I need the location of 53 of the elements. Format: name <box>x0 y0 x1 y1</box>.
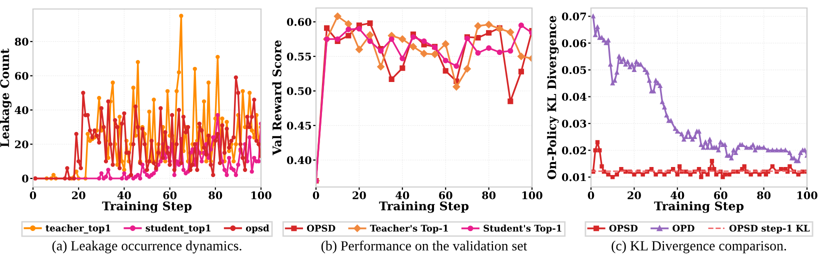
x-tick-label: 100 <box>522 191 542 200</box>
text: (c) KL Divergence comparison. <box>612 240 786 254</box>
y-tick-label: 0.07 <box>562 12 586 20</box>
y-tick-label: 40 <box>14 106 28 114</box>
legend-label: OPD <box>672 224 694 232</box>
x-tick-label: 80 <box>757 191 771 200</box>
x-tick-label: 0 <box>30 191 36 200</box>
y-tick-label: 0.45 <box>286 122 312 130</box>
legend-label: student_top1 <box>146 224 210 234</box>
x-tick-label: 80 <box>208 191 222 200</box>
y-axis-title: Leakage Count <box>0 48 12 147</box>
y-tick-label: 0.55 <box>286 52 312 60</box>
text: (a) Leakage occurrence dynamics. <box>52 240 242 254</box>
y-tick-label: 60 <box>14 72 28 80</box>
y-tick-label: 20 <box>15 140 28 148</box>
x-axis-title: Training Step <box>102 201 192 213</box>
x-tick-label: 0 <box>312 191 320 200</box>
y-tick-label: 0.40 <box>286 156 312 164</box>
x-tick-label: 20 <box>628 191 641 200</box>
y-tick-label: 0.60 <box>286 18 312 26</box>
x-tick-label: 80 <box>482 191 496 200</box>
legend-label: Teacher's Top-1 <box>370 224 448 234</box>
legend-label: opsd <box>246 224 270 234</box>
y-tick-label: 0 <box>22 174 28 183</box>
legend-label: OPSD <box>609 224 638 232</box>
y-tick-label: 0.04 <box>562 92 586 101</box>
x-tick-label: 40 <box>396 191 410 200</box>
x-tick-label: 100 <box>797 191 818 200</box>
x-axis-title: Training Step <box>654 201 744 213</box>
y-tick-label: 0.01 <box>562 173 586 182</box>
y-tick-label: 0.03 <box>562 120 586 128</box>
x-tick-label: 100 <box>251 191 272 200</box>
x-tick-label: 40 <box>117 191 131 200</box>
y-axis-title: Val Reward Score <box>272 40 282 156</box>
y-axis-title: On-Policy KL Divergence <box>547 16 559 180</box>
y-tick-label: 0.50 <box>286 87 312 96</box>
y-tick-label: 0.05 <box>562 66 586 74</box>
y-tick-label: 0.06 <box>562 39 586 48</box>
x-tick-label: 0 <box>588 191 594 200</box>
x-tick-label: 20 <box>72 191 86 200</box>
legend-label: OPSD step-1 KL <box>729 224 810 234</box>
legend-label: Student's Top-1 <box>484 224 562 234</box>
x-tick-label: 60 <box>439 191 452 200</box>
x-tick-label: 20 <box>352 191 366 200</box>
x-tick-label: 60 <box>163 191 177 200</box>
legend-label: teacher_top1 <box>46 224 110 234</box>
text: (b) Performance on the validation set <box>321 240 528 254</box>
y-tick-label: 80 <box>14 38 28 46</box>
legend-label: OPSD <box>306 224 336 232</box>
x-axis-title: Training Step <box>379 201 469 213</box>
x-tick-label: 40 <box>670 191 684 200</box>
x-tick-label: 60 <box>714 191 728 200</box>
y-tick-label: 0.02 <box>562 146 586 154</box>
